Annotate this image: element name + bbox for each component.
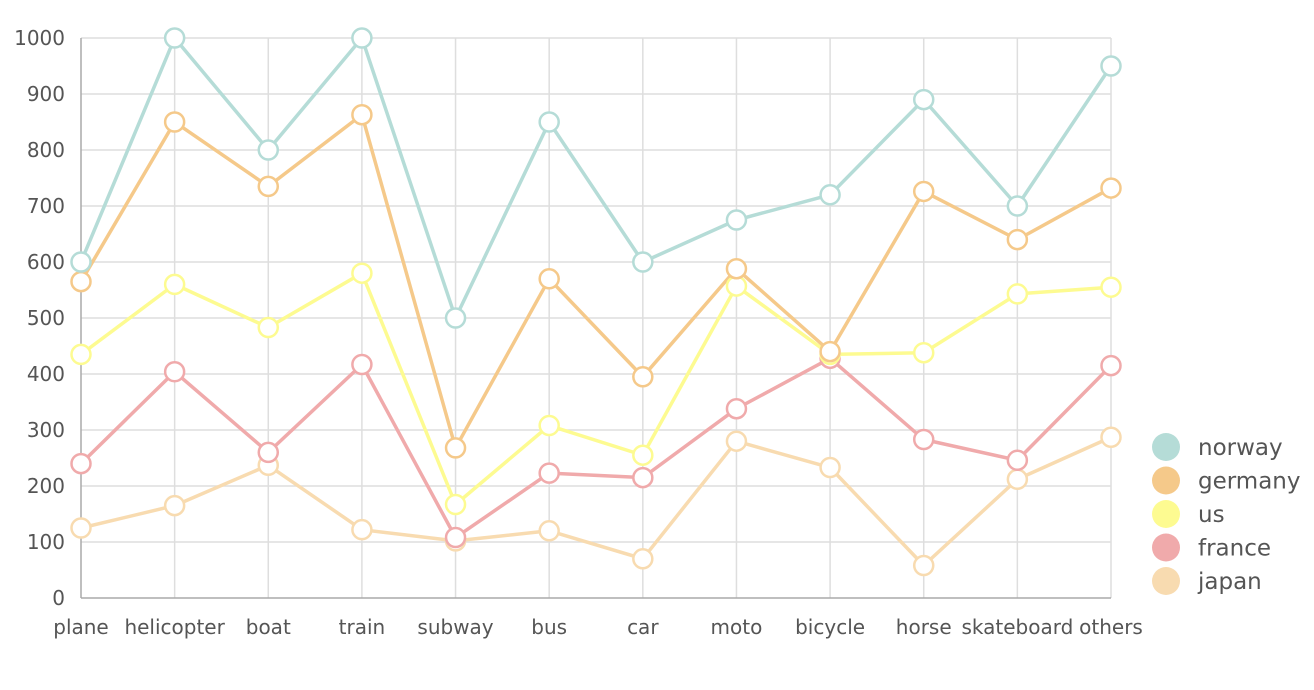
y-tick-label: 100 xyxy=(27,530,65,554)
legend: norway germany us france japan xyxy=(1152,433,1301,595)
point-france-car[interactable] xyxy=(632,466,654,489)
point-us-train[interactable] xyxy=(351,262,373,284)
point-norway-subway[interactable] xyxy=(444,307,467,329)
y-tick-label: 1000 xyxy=(14,26,65,50)
x-tick-label: skateboard xyxy=(961,615,1073,639)
point-germany-boat[interactable] xyxy=(257,175,280,198)
y-tick-label: 300 xyxy=(27,418,65,442)
point-germany-horse[interactable] xyxy=(912,180,935,203)
point-germany-train[interactable] xyxy=(351,103,373,126)
point-germany-helicopter[interactable] xyxy=(163,111,186,133)
point-norway-bicycle[interactable] xyxy=(819,184,841,206)
legend-label-france: france xyxy=(1198,536,1271,562)
legend-label-us: us xyxy=(1198,502,1225,528)
x-tick-label: subway xyxy=(417,615,493,639)
y-tick-label: 900 xyxy=(27,82,65,106)
point-france-subway[interactable] xyxy=(444,526,467,549)
point-japan-train[interactable] xyxy=(351,518,373,541)
point-us-bus[interactable] xyxy=(538,414,560,437)
point-japan-bus[interactable] xyxy=(538,520,560,542)
x-tick-label: others xyxy=(1079,615,1143,639)
point-japan-plane[interactable] xyxy=(70,517,92,539)
y-tick-label: 0 xyxy=(52,586,65,610)
point-germany-subway[interactable] xyxy=(444,437,467,459)
point-germany-bus[interactable] xyxy=(538,268,560,290)
point-japan-helicopter[interactable] xyxy=(163,494,186,517)
point-norway-helicopter[interactable] xyxy=(163,27,186,49)
axes: 0 100 200 300 400 500 600 700 800 900 1000 plane hel… xyxy=(14,26,1143,639)
point-norway-others[interactable] xyxy=(1100,55,1122,77)
series-line-france xyxy=(79,356,1113,540)
point-us-subway[interactable] xyxy=(444,493,467,516)
series-line-japan xyxy=(79,435,1113,568)
point-norway-horse[interactable] xyxy=(912,88,935,111)
point-norway-plane[interactable] xyxy=(70,251,92,273)
series-group xyxy=(70,27,1122,577)
point-germany-car[interactable] xyxy=(632,366,654,388)
point-france-bus[interactable] xyxy=(538,462,560,484)
point-us-plane[interactable] xyxy=(70,343,92,366)
point-germany-moto[interactable] xyxy=(725,257,748,280)
y-tick-label: 400 xyxy=(27,362,65,386)
point-japan-car[interactable] xyxy=(632,548,654,570)
series-line-norway xyxy=(79,36,1113,320)
point-japan-horse[interactable] xyxy=(912,554,935,577)
x-tick-label: bicycle xyxy=(795,615,865,639)
point-norway-train[interactable] xyxy=(351,27,373,49)
point-us-skateboard[interactable] xyxy=(1006,283,1029,305)
y-tick-label: 200 xyxy=(27,474,65,498)
y-tick-label: 800 xyxy=(27,138,65,162)
y-tick-label: 600 xyxy=(27,250,65,274)
legend-swatch-germany xyxy=(1152,466,1180,495)
legend-swatch-japan xyxy=(1152,567,1180,595)
y-tick-label: 700 xyxy=(27,194,65,218)
x-tick-label: moto xyxy=(711,615,763,639)
point-norway-moto[interactable] xyxy=(725,209,748,231)
legend-swatch-us xyxy=(1152,500,1180,528)
point-japan-others[interactable] xyxy=(1100,426,1122,449)
point-france-helicopter[interactable] xyxy=(163,361,186,383)
point-us-helicopter[interactable] xyxy=(163,273,186,296)
legend-label-germany: germany xyxy=(1198,469,1301,495)
y-tick-label: 500 xyxy=(27,306,65,330)
point-us-horse[interactable] xyxy=(912,341,935,364)
x-tick-label: horse xyxy=(896,615,952,639)
point-germany-others[interactable] xyxy=(1100,177,1122,199)
point-germany-skateboard[interactable] xyxy=(1006,228,1029,251)
x-tick-label: helicopter xyxy=(124,615,225,639)
x-tick-label: bus xyxy=(531,615,567,639)
point-japan-bicycle[interactable] xyxy=(819,456,841,479)
point-france-moto[interactable] xyxy=(725,397,748,420)
point-us-boat[interactable] xyxy=(257,316,280,339)
point-japan-skateboard[interactable] xyxy=(1006,468,1029,491)
point-us-others[interactable] xyxy=(1100,276,1122,298)
point-france-plane[interactable] xyxy=(70,452,92,475)
point-norway-boat[interactable] xyxy=(257,139,280,161)
point-france-skateboard[interactable] xyxy=(1006,449,1029,471)
point-norway-bus[interactable] xyxy=(538,111,560,133)
legend-swatch-norway xyxy=(1152,433,1180,461)
point-france-train[interactable] xyxy=(351,353,373,376)
series-line-us xyxy=(79,271,1113,507)
point-france-horse[interactable] xyxy=(912,428,935,451)
point-france-others[interactable] xyxy=(1100,354,1122,377)
x-tick-label: car xyxy=(627,615,659,639)
point-germany-bicycle[interactable] xyxy=(819,340,841,363)
legend-label-norway: norway xyxy=(1198,435,1283,461)
point-germany-plane[interactable] xyxy=(70,270,92,293)
point-japan-moto[interactable] xyxy=(725,430,748,452)
point-us-car[interactable] xyxy=(632,444,654,466)
grid xyxy=(81,37,1112,598)
point-france-boat[interactable] xyxy=(257,441,280,464)
point-norway-car[interactable] xyxy=(632,251,654,273)
point-norway-skateboard[interactable] xyxy=(1006,195,1029,217)
x-tick-label: plane xyxy=(53,615,109,639)
legend-label-japan: japan xyxy=(1197,569,1262,595)
x-tick-label: boat xyxy=(246,615,291,639)
legend-swatch-france xyxy=(1152,533,1180,562)
x-tick-label: train xyxy=(339,615,386,639)
series-line-germany xyxy=(79,112,1113,450)
